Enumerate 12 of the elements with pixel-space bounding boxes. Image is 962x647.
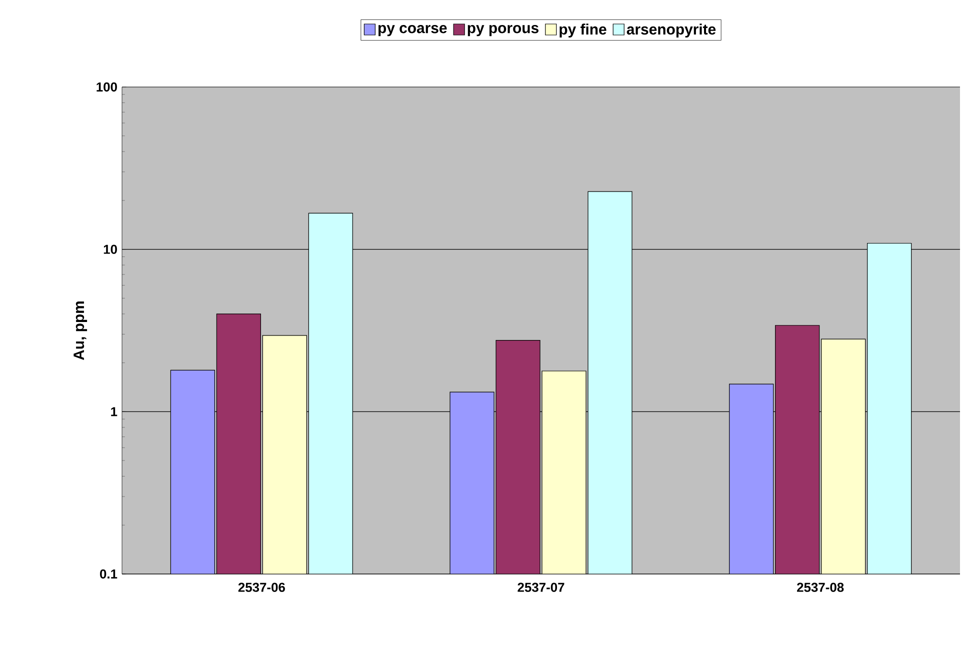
legend-label: py porous (468, 25, 538, 36)
y-tick-label: 100 (96, 82, 117, 92)
legend-label: py coarse (378, 25, 447, 36)
y-tick-label: 1 (111, 407, 118, 416)
y-tick-label: 10 (104, 244, 117, 254)
legend-label: py fine (560, 24, 606, 38)
y-axis-title: Au, ppm (74, 302, 88, 360)
x-tick-label: 2537-06 (238, 582, 285, 592)
legend-label: arsenopyrite (626, 24, 716, 38)
x-tick-label: 2537-08 (797, 582, 844, 592)
x-tick-label: 2537-07 (518, 582, 564, 592)
y-tick-label: 0.1 (100, 569, 118, 579)
